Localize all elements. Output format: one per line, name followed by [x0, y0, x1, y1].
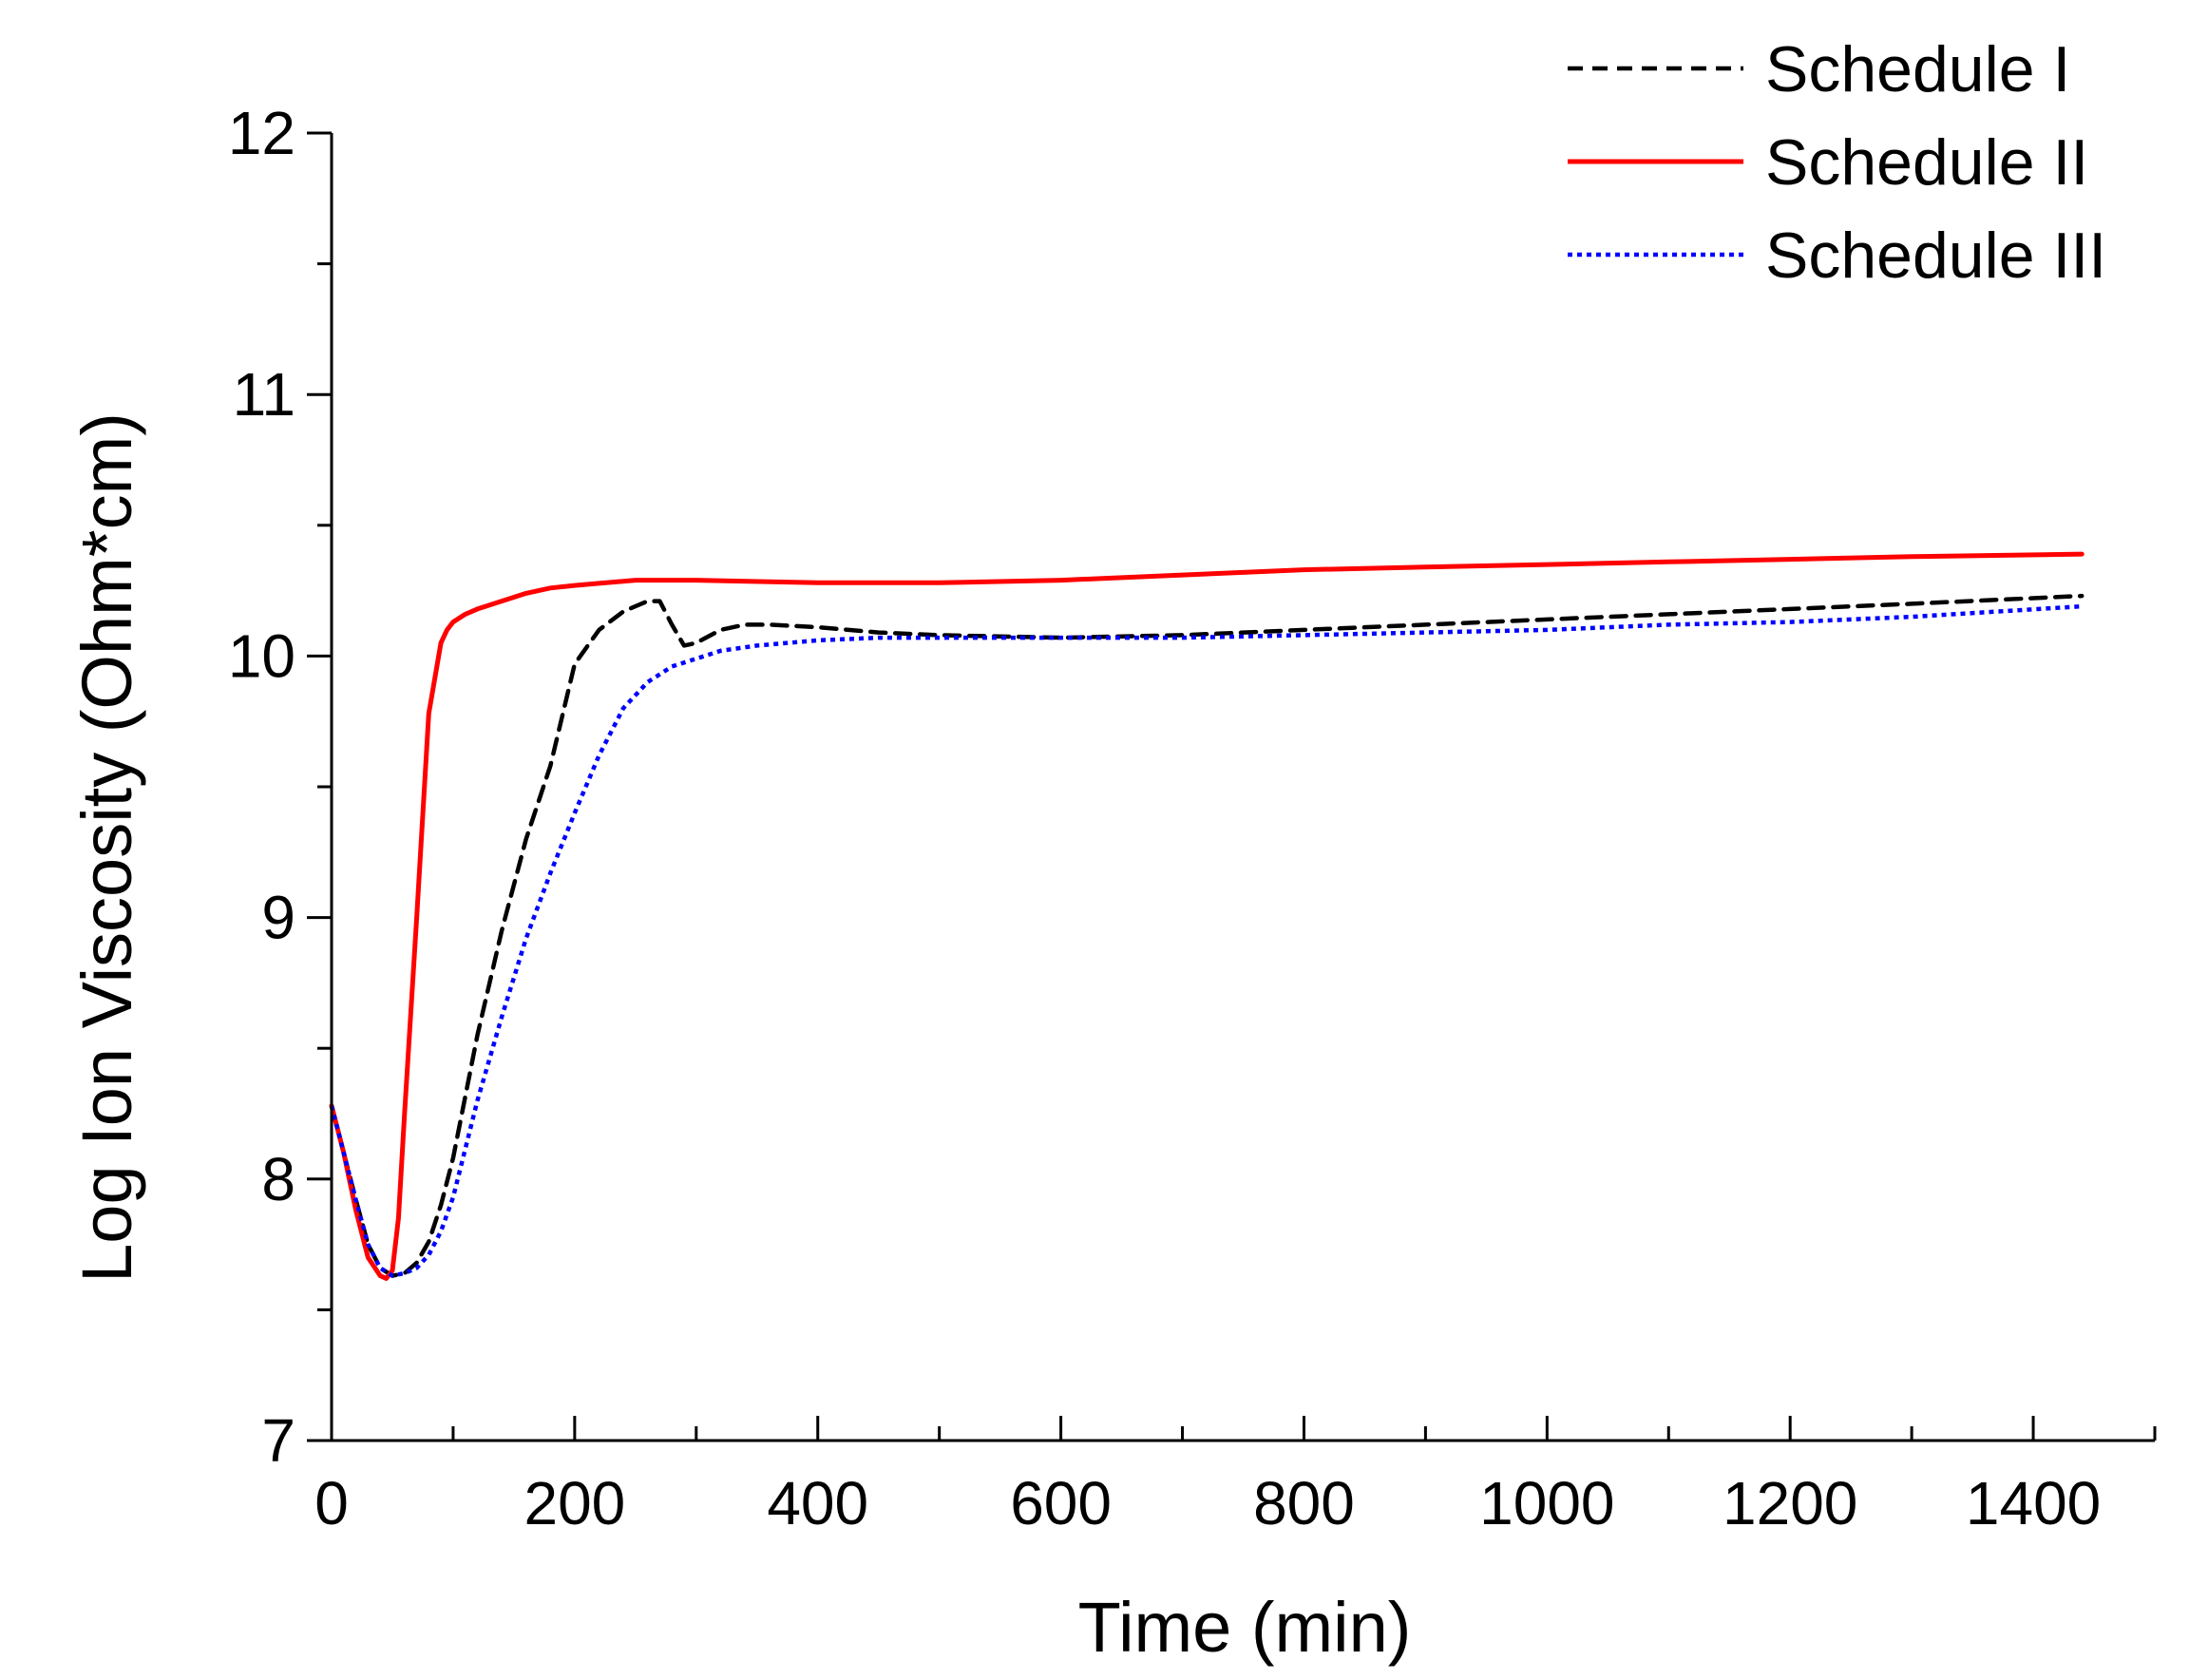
- series-line-3: [329, 603, 2083, 1278]
- plot-lines: [329, 551, 2084, 1281]
- y-tick-label: 11: [233, 360, 295, 429]
- y-tick-label: 8: [261, 1145, 295, 1213]
- axes: 0 200 400 600 800 1000 1200 1400 7 8 9 10 11 12: [228, 99, 2157, 1537]
- y-ticks: 7 8 9 10 11 12: [228, 99, 332, 1475]
- series-line-2: [329, 551, 2084, 1281]
- x-tick-label: 1000: [1479, 1469, 1614, 1537]
- x-tick-label: 200: [523, 1469, 625, 1537]
- x-tick-label: 400: [767, 1469, 868, 1537]
- series-line-1: [329, 593, 2084, 1278]
- y-tick-label: 7: [261, 1406, 295, 1475]
- x-tick-label: 1200: [1723, 1469, 1857, 1537]
- x-ticks: 0 200 400 600 800 1000 1200 1400: [314, 1416, 2157, 1537]
- legend-label-1: Schedule I: [1765, 33, 2070, 105]
- x-tick-label: 600: [1010, 1469, 1112, 1537]
- x-tick-label: 800: [1253, 1469, 1355, 1537]
- legend-label-2: Schedule II: [1765, 126, 2088, 199]
- y-tick-label: 9: [261, 884, 295, 952]
- y-axis-title: Log Ion Viscosity (Ohm*cm): [67, 412, 146, 1283]
- x-tick-label: 0: [314, 1469, 349, 1537]
- y-tick-label: 10: [228, 621, 295, 690]
- legend: Schedule I Schedule II Schedule III: [1568, 33, 2106, 292]
- y-tick-label: 12: [228, 99, 295, 167]
- x-axis-title: Time (min): [1078, 1588, 1412, 1667]
- x-tick-label: 1400: [1966, 1469, 2101, 1537]
- legend-label-3: Schedule III: [1765, 220, 2106, 292]
